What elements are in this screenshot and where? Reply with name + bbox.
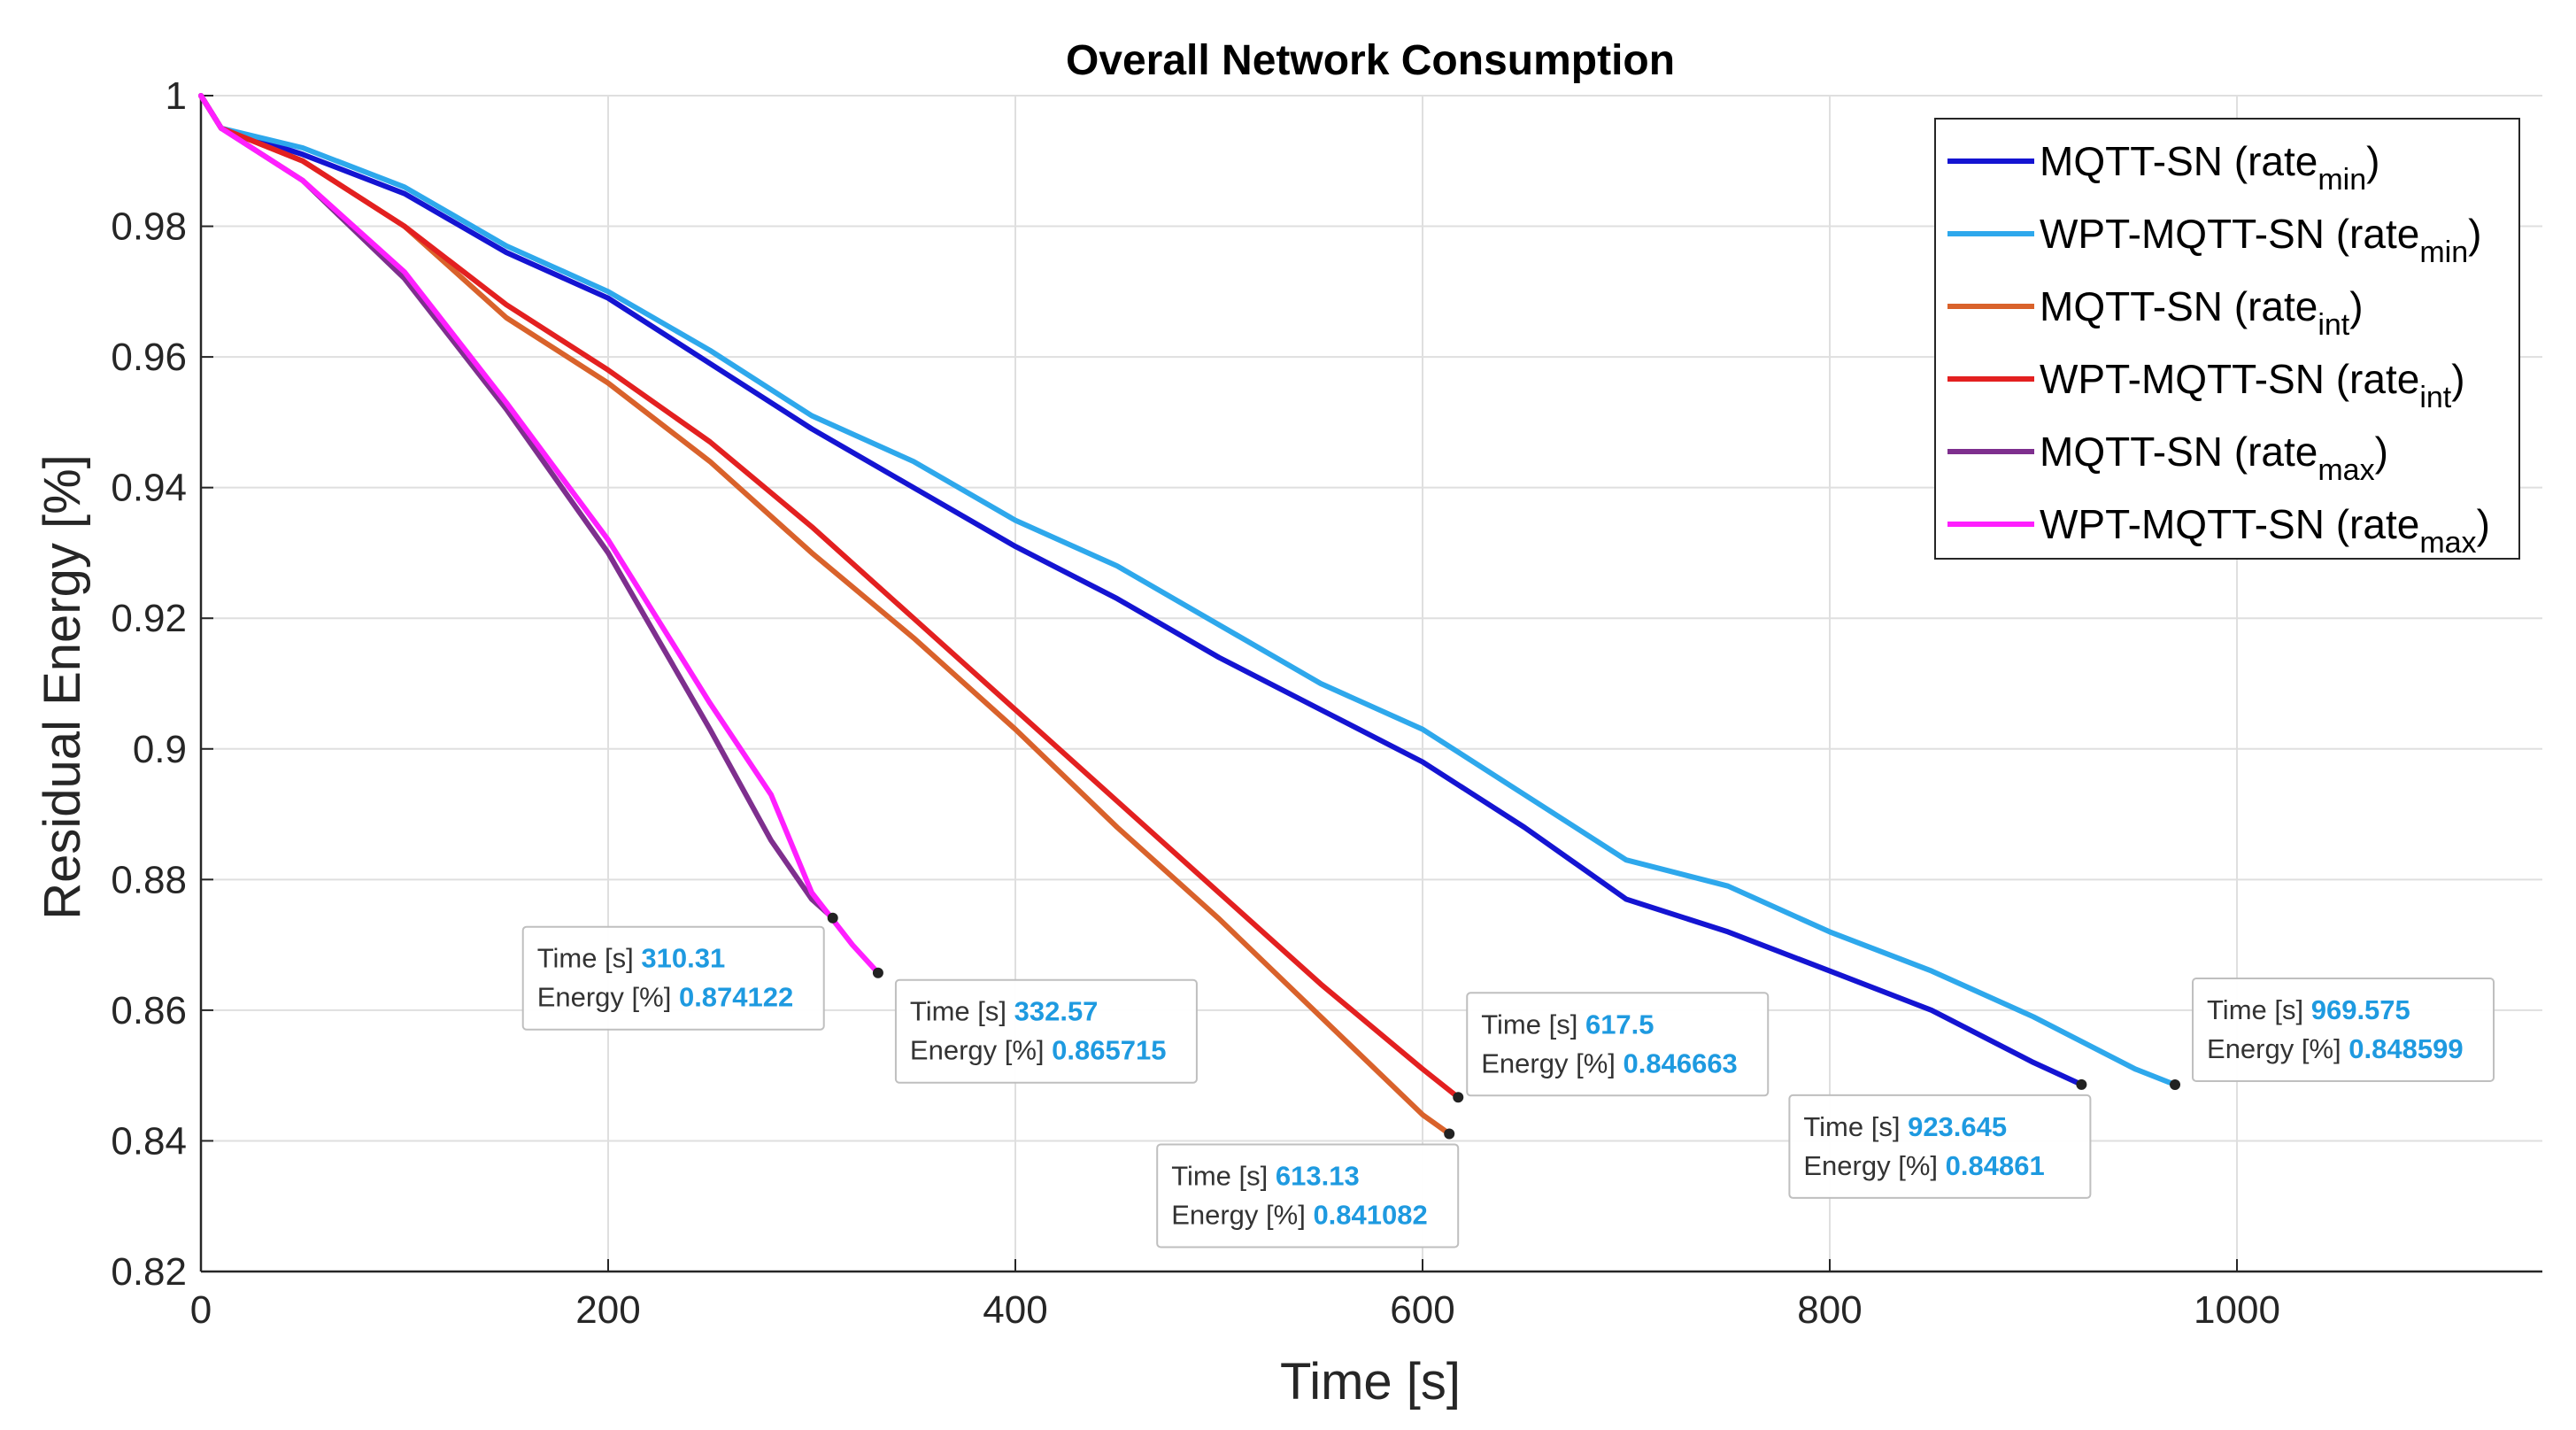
datatip-box <box>2192 978 2495 1083</box>
legend-subscript: int <box>2419 381 2451 414</box>
legend-close-paren: ) <box>2366 138 2379 184</box>
y-tick-label: 0.88 <box>111 858 187 901</box>
legend-close-paren: ) <box>2451 356 2464 402</box>
series-line-4 <box>198 93 1462 1101</box>
datatip-energy-key: Energy [%] 0.848599 <box>2207 1033 2464 1064</box>
x-tick-label: 400 <box>983 1288 1047 1332</box>
datatips: Time [s] 310.31 Energy [%] 0.874122 Time [… <box>521 912 2495 1248</box>
datatip-time-value: 617.5 <box>1585 1009 1654 1040</box>
legend-box <box>1934 118 2520 560</box>
datatip-box <box>1788 1094 2092 1199</box>
datatip-box <box>1466 992 1770 1097</box>
y-tick-label: 0.9 <box>133 728 187 771</box>
chart-title: Overall Network Consumption <box>1066 37 1675 84</box>
series-line-6 <box>198 93 881 976</box>
y-tick-label: 0.94 <box>111 467 187 510</box>
legend-subscript: min <box>2419 236 2468 269</box>
y-tick-label: 0.86 <box>111 989 187 1032</box>
legend-subscript: max <box>2318 453 2374 487</box>
legend-subscript: int <box>2318 308 2349 342</box>
x-tick-label: 1000 <box>2194 1288 2280 1332</box>
datatip-marker <box>872 967 883 978</box>
legend[interactable]: MQTT-SN (ratemin)WPT-MQTT-SN (ratemin)MQ… <box>1934 118 2520 560</box>
series-line-1 <box>198 93 2085 1087</box>
datatip-time-value: 923.645 <box>1908 1111 2007 1142</box>
y-tick-label: 0.92 <box>111 597 187 640</box>
x-axis-label: Time [s] <box>1280 1353 1461 1411</box>
datatip-energy-key: Energy [%] 0.865715 <box>910 1035 1167 1066</box>
y-axis-label: Residual Energy [%] <box>34 454 91 919</box>
datatip-energy-key: Energy [%] 0.841082 <box>1171 1199 1428 1230</box>
datatip-time-value: 310.31 <box>641 943 725 974</box>
legend-close-paren: ) <box>2375 429 2388 475</box>
y-tick-label: 0.96 <box>111 336 187 379</box>
datatip-time-key: Time [s] 969.575 <box>2207 994 2410 1025</box>
datatip-marker <box>1453 1092 1464 1103</box>
legend-close-paren: ) <box>2477 501 2490 547</box>
datatip-time-key: Time [s] 310.31 <box>537 943 726 974</box>
datatip-energy-key: Energy [%] 0.84861 <box>1803 1150 2044 1181</box>
datatip-energy-value: 0.865715 <box>1052 1035 1166 1066</box>
datatip-energy-value: 0.874122 <box>679 982 793 1013</box>
datatip-energy-value: 0.848599 <box>2348 1033 2463 1064</box>
y-tick-label: 0.84 <box>111 1119 187 1163</box>
y-tick-label: 0.82 <box>111 1250 187 1294</box>
legend-close-paren: ) <box>2349 283 2363 329</box>
datatip-marker <box>1444 1128 1455 1140</box>
legend-subscript: max <box>2419 526 2476 560</box>
datatip-energy-value: 0.841082 <box>1313 1199 1427 1230</box>
legend-subscript: min <box>2318 163 2366 197</box>
datatip-box <box>1156 1143 1460 1248</box>
legend-close-paren: ) <box>2468 211 2481 257</box>
datatip-energy-value: 0.846663 <box>1623 1047 1738 1078</box>
datatip-energy-key: Energy [%] 0.846663 <box>1481 1047 1738 1078</box>
datatip-time-value: 613.13 <box>1276 1160 1360 1191</box>
datatip-energy-value: 0.84861 <box>1946 1150 2045 1181</box>
datatip-box <box>521 925 825 1031</box>
datatip-time-key: Time [s] 617.5 <box>1481 1009 1654 1040</box>
axes: 0 200 400 600 800 1000 0.82 0.84 0.86 0.88 0.9 0.92… <box>111 74 2542 1332</box>
datatip-energy-key: Energy [%] 0.874122 <box>537 982 794 1013</box>
series-line-2 <box>198 93 2178 1087</box>
datatip-time-key: Time [s] 613.13 <box>1171 1160 1360 1191</box>
x-tick-label: 200 <box>575 1288 640 1332</box>
datatip-marker <box>827 912 838 924</box>
datatip-time-value: 332.57 <box>1014 996 1099 1027</box>
x-tick-label: 800 <box>1797 1288 1862 1332</box>
datatip-time-key: Time [s] 332.57 <box>910 996 1099 1027</box>
series-layer <box>198 93 2178 1137</box>
y-tick-label: 0.98 <box>111 205 187 249</box>
datatip-time-key: Time [s] 923.645 <box>1803 1111 2007 1142</box>
datatip-marker <box>2170 1079 2181 1091</box>
x-tick-label: 600 <box>1390 1288 1454 1332</box>
datatip-box <box>894 978 1198 1084</box>
datatip-marker <box>2076 1078 2087 1090</box>
datatip-time-value: 969.575 <box>2311 994 2410 1025</box>
x-tick-label: 0 <box>190 1288 212 1332</box>
y-tick-label: 1 <box>166 74 187 118</box>
